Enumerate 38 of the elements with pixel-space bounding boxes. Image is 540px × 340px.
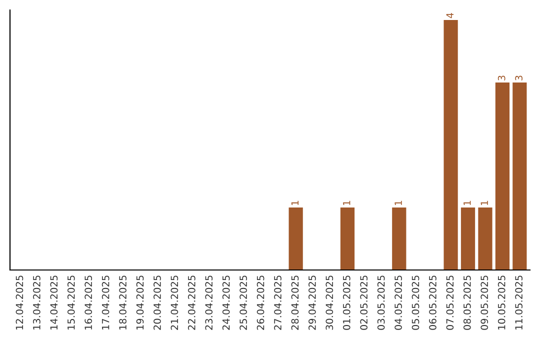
x-tick-label: 25.04.2025 bbox=[240, 276, 247, 330]
data-label: 1 bbox=[464, 200, 471, 206]
x-tick-label: 12.04.2025 bbox=[16, 276, 24, 330]
x-tick-label: 23.04.2025 bbox=[205, 276, 213, 330]
x-tick-label: 02.05.2025 bbox=[360, 276, 368, 330]
x-tick-label: 14.04.2025 bbox=[50, 276, 58, 330]
x-tick-label: 06.05.2025 bbox=[429, 276, 436, 330]
x-tick-label: 15.04.2025 bbox=[67, 276, 75, 330]
x-tick-label: 10.05.2025 bbox=[498, 276, 506, 330]
x-tick-label: 05.05.2025 bbox=[412, 276, 420, 330]
x-tick-label: 07.05.2025 bbox=[446, 276, 454, 330]
x-tick-label: 27.04.2025 bbox=[274, 276, 282, 330]
x-tick-label: 04.05.2025 bbox=[394, 276, 402, 330]
data-label: 1 bbox=[394, 200, 402, 206]
x-tick-label: 13.04.2025 bbox=[33, 276, 40, 330]
data-label: 1 bbox=[343, 200, 350, 206]
x-tick-label: 22.04.2025 bbox=[188, 276, 196, 330]
data-label: 1 bbox=[291, 200, 299, 206]
x-tick-label: 17.04.2025 bbox=[102, 276, 110, 330]
x-tick-label: 19.04.2025 bbox=[136, 276, 144, 330]
x-tick-label: 28.04.2025 bbox=[291, 276, 299, 330]
x-tick-label: 26.04.2025 bbox=[256, 276, 264, 330]
x-tick-label: 21.04.2025 bbox=[170, 276, 178, 330]
x-tick-label: 20.04.2025 bbox=[154, 276, 161, 330]
x-tick-label: 24.04.2025 bbox=[222, 276, 230, 330]
x-tick-label: 29.04.2025 bbox=[308, 276, 316, 330]
data-label: 3 bbox=[515, 76, 522, 80]
x-tick-label: 11.05.2025 bbox=[515, 276, 522, 330]
data-label: 4 bbox=[446, 12, 454, 18]
data-label: 3 bbox=[498, 76, 506, 80]
x-tick-label: 18.04.2025 bbox=[119, 276, 126, 330]
x-tick-label: 09.05.2025 bbox=[480, 276, 488, 330]
x-tick-label: 01.05.2025 bbox=[342, 276, 350, 330]
x-tick-label: 16.04.2025 bbox=[84, 276, 92, 330]
data-label: 1 bbox=[480, 200, 488, 206]
x-tick-label: 03.05.2025 bbox=[377, 276, 385, 330]
x-tick-label: 08.05.2025 bbox=[463, 276, 471, 330]
x-tick-label: 30.04.2025 bbox=[326, 276, 334, 330]
